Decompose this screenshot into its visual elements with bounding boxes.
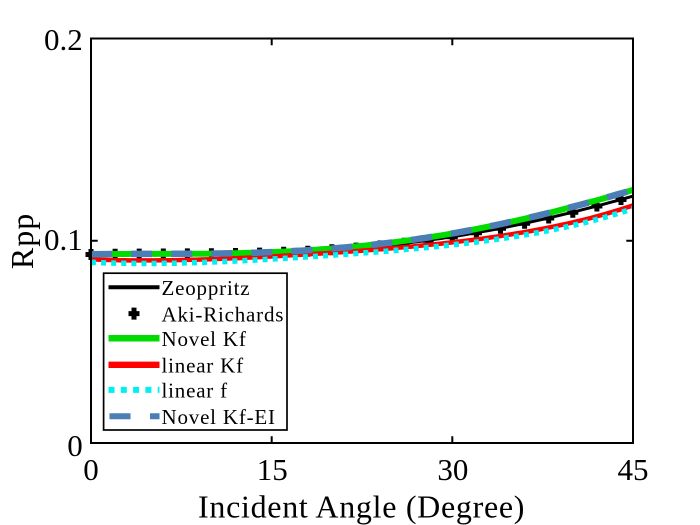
svg-text:15: 15 xyxy=(257,452,288,487)
svg-text:0: 0 xyxy=(83,452,99,487)
svg-text:30: 30 xyxy=(437,452,468,487)
svg-text:linear f: linear f xyxy=(162,379,228,403)
svg-text:Incident Angle (Degree): Incident Angle (Degree) xyxy=(198,489,525,525)
svg-text:Zeoppritz: Zeoppritz xyxy=(162,276,251,300)
svg-text:0.1: 0.1 xyxy=(44,222,83,257)
svg-text:linear Kf: linear Kf xyxy=(162,354,244,378)
svg-text:0: 0 xyxy=(67,428,83,463)
svg-text:Novel Kf: Novel Kf xyxy=(162,327,247,351)
svg-text:0.2: 0.2 xyxy=(44,22,83,57)
svg-text:Aki-Richards: Aki-Richards xyxy=(162,302,285,326)
svg-text:Novel Kf-EI: Novel Kf-EI xyxy=(162,405,276,429)
svg-text:45: 45 xyxy=(618,452,649,487)
svg-text:Rpp: Rpp xyxy=(4,213,40,269)
